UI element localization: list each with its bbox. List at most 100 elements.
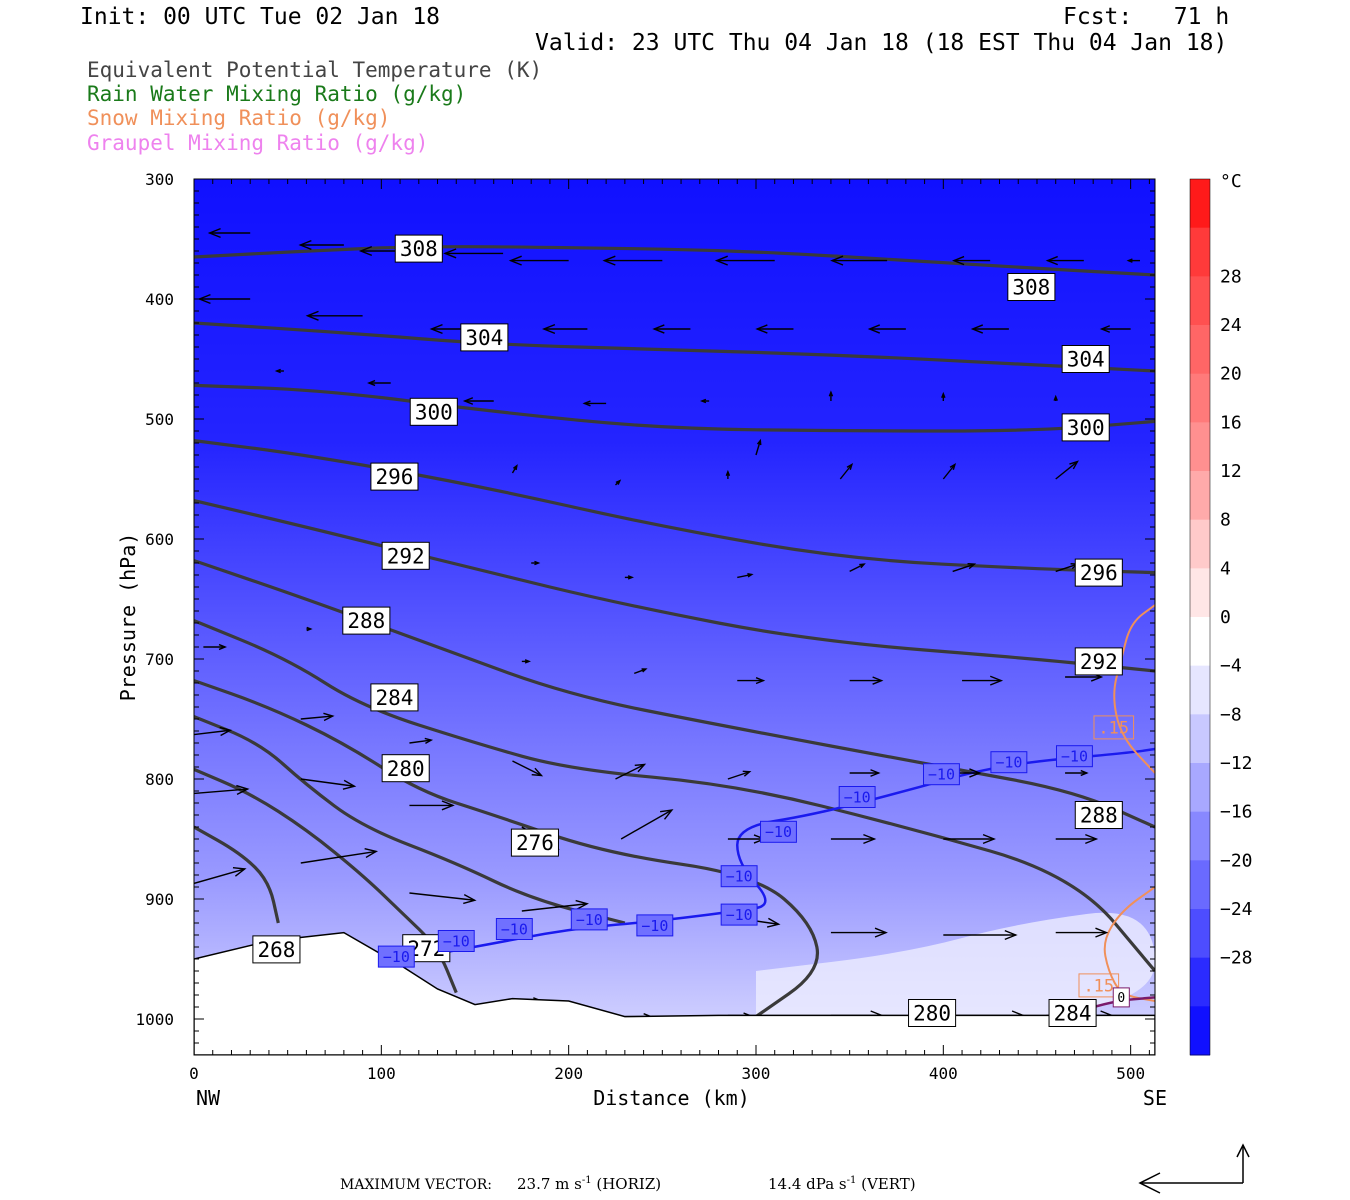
svg-text:−10: −10 [765, 823, 792, 841]
wind-vector [727, 770, 752, 780]
colorbar-label: 8 [1220, 510, 1231, 531]
wind-vector [828, 390, 834, 401]
wind-vector [943, 929, 1018, 941]
wind-vector [1099, 325, 1131, 333]
colorbar-label: 28 [1220, 266, 1242, 287]
axes: 300 400 500 600 700 800 900 1000 0 100 200 300 400 50… [116, 170, 1167, 1110]
field-label-graupel: Graupel Mixing Ratio (g/kg) [87, 131, 429, 155]
colorbar-label: 16 [1220, 412, 1242, 433]
y-tick-label: 600 [145, 530, 174, 549]
wind-vector [755, 324, 794, 334]
svg-text:292: 292 [1080, 650, 1118, 674]
theta-e-label: 296 [1074, 558, 1123, 587]
vert-exp: -1 [846, 1175, 857, 1186]
theta-e-label: 276 [510, 828, 559, 857]
colorbar-swatch [1190, 957, 1210, 1007]
warm-air-shading [755, 912, 1155, 1019]
wind-vector [737, 572, 754, 579]
colorbar-label: −4 [1220, 656, 1242, 677]
wind-vector [443, 248, 504, 259]
wind-vector [941, 391, 946, 401]
svg-text:−10: −10 [443, 932, 470, 950]
wind-vector [409, 737, 434, 744]
wind-vector [615, 763, 647, 780]
theta-e-line-292 [194, 499, 1155, 673]
theta-e-label: 292 [381, 541, 430, 570]
theta-e-label: 304 [1061, 345, 1110, 373]
isotherm-label: −10 [377, 945, 415, 968]
init-time: Init: 00 UTC Tue 02 Jan 18 [80, 4, 441, 30]
x-tick-label: 500 [1116, 1064, 1145, 1083]
svg-text:304: 304 [465, 326, 503, 350]
theta-e-label: 280 [908, 999, 957, 1027]
wind-vector [849, 676, 884, 685]
isotherm-label: −10 [570, 908, 608, 931]
colorbar-label: 0 [1220, 607, 1231, 628]
theta-e-label: 284 [370, 683, 419, 712]
max-vector-vert: 14.4 dPa s-1 (VERT) [768, 1175, 916, 1193]
forecast-hour: Fcst: 71 h [1063, 4, 1230, 30]
wind-vector [830, 833, 877, 845]
wind-vector [962, 675, 1004, 686]
colorbar-label: −12 [1220, 753, 1253, 774]
wind-vector [462, 397, 494, 405]
theta-e-label: 296 [370, 462, 419, 491]
snow-label: .15 [1093, 715, 1135, 740]
colorbar-swatch [1190, 276, 1210, 326]
y-tick-label: 800 [145, 770, 174, 789]
svg-text:288: 288 [347, 609, 385, 633]
colorbar-label: 12 [1220, 461, 1242, 482]
colorbar-swatch [1190, 422, 1210, 472]
svg-text:0: 0 [1117, 991, 1125, 1006]
wind-vector [300, 712, 335, 722]
isotherm-label: −10 [720, 865, 758, 888]
wind-vector [582, 400, 607, 407]
y-tick-label: 1000 [135, 1010, 174, 1029]
wind-vector [1055, 460, 1079, 480]
snow-label: .15 [1078, 973, 1120, 998]
isotherm-label: −10 [636, 914, 674, 937]
svg-text:−10: −10 [844, 788, 871, 806]
theta-e-line-276 [194, 715, 626, 925]
wind-vector [614, 479, 622, 486]
x-tick-label: 0 [189, 1064, 199, 1083]
max-vector-label: MAXIMUM VECTOR: [340, 1177, 492, 1193]
wind-vector [849, 769, 881, 777]
wind-vector [194, 866, 247, 885]
valid-time: Valid: 23 UTC Thu 04 Jan 18 (18 EST Thu … [535, 30, 1228, 56]
svg-text:−10: −10 [1061, 748, 1088, 766]
theta-e-label: 300 [409, 397, 458, 426]
wind-vector [755, 438, 762, 456]
wind-vector [1065, 769, 1089, 777]
theta-e-label: 308 [394, 234, 443, 263]
x-end-label-nw: NW [196, 1086, 221, 1110]
y-tick-label: 400 [145, 290, 174, 309]
colorbar-label: −16 [1220, 802, 1253, 823]
theta-e-label: 292 [1074, 647, 1123, 676]
theta-e-label: 304 [460, 323, 509, 352]
svg-text:296: 296 [375, 465, 413, 489]
y-tick-label: 700 [145, 650, 174, 669]
temperature-shading [194, 179, 1155, 1055]
svg-text:288: 288 [1080, 804, 1118, 828]
wind-vector [306, 626, 313, 632]
wind-vector [970, 324, 1009, 334]
theta-e-label: 288 [342, 606, 391, 635]
svg-text:−10: −10 [726, 906, 753, 924]
wind-vector [1055, 833, 1099, 845]
wind-vector [300, 778, 357, 790]
max-vector-horiz: 23.7 m s-1 (HORIZ) [517, 1175, 661, 1193]
wind-vector [542, 323, 588, 335]
wind-vectors [194, 227, 1141, 1021]
graupel-label: 0 [1112, 987, 1130, 1008]
horiz-value: 23.7 m s [517, 1175, 582, 1193]
isotherm-label: −10 [495, 918, 533, 940]
wind-vector [512, 760, 544, 777]
isotherm-label: −10 [838, 786, 876, 808]
horiz-exp: -1 [581, 1175, 592, 1186]
colorbar-label: 4 [1220, 558, 1231, 579]
colorbar-swatch [1190, 763, 1210, 813]
colorbar-swatch [1190, 373, 1210, 423]
theta-e-label: 268 [252, 935, 301, 964]
plot-frame [193, 178, 1156, 1056]
